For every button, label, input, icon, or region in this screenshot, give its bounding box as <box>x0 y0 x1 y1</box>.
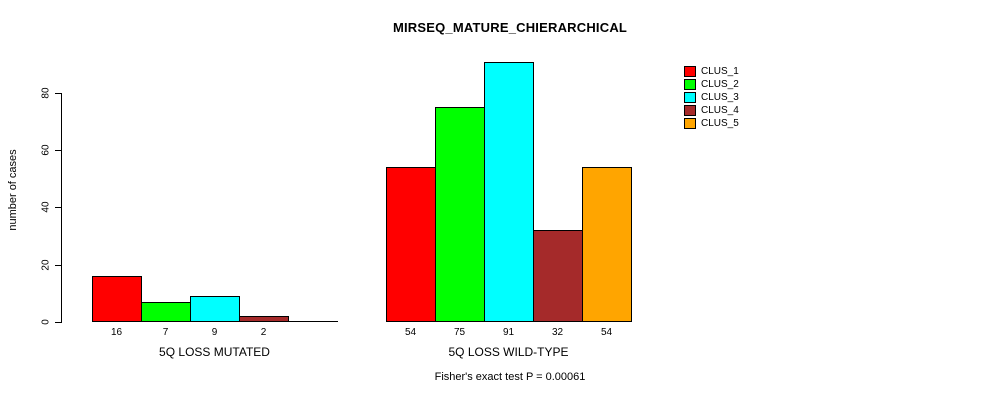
y-axis-tick-label: 80 <box>40 87 52 99</box>
legend-item: CLUS_4 <box>684 104 739 117</box>
y-axis-tick <box>55 207 61 208</box>
bar <box>386 167 436 322</box>
bar-value-label: 54 <box>600 327 613 338</box>
bar-value-label: 91 <box>502 327 515 338</box>
legend-swatch-icon <box>684 92 696 103</box>
bar <box>92 276 142 322</box>
y-axis-tick <box>55 322 61 323</box>
bar <box>435 107 485 322</box>
y-axis-tick <box>55 265 61 266</box>
y-axis-tick <box>55 150 61 151</box>
bar <box>239 316 289 322</box>
y-axis-tick-label: 20 <box>40 259 52 271</box>
legend-item: CLUS_5 <box>684 117 739 130</box>
legend-label: CLUS_5 <box>701 118 739 129</box>
y-axis-tick-label: 40 <box>40 201 52 213</box>
bar <box>141 302 191 322</box>
group-label: 5Q LOSS MUTATED <box>159 345 270 359</box>
bar-value-label: 75 <box>453 327 466 338</box>
y-axis-line <box>61 93 62 323</box>
legend-label: CLUS_1 <box>701 66 739 77</box>
y-axis-tick <box>55 93 61 94</box>
legend-label: CLUS_2 <box>701 79 739 90</box>
bar-value-label: 2 <box>260 327 267 338</box>
bar-zero-height <box>288 321 338 322</box>
bar <box>190 296 240 322</box>
bar <box>533 230 583 322</box>
legend-item: CLUS_1 <box>684 65 739 78</box>
bar-value-label: 54 <box>404 327 417 338</box>
bar-value-label: 7 <box>162 327 169 338</box>
bar-value-label: 32 <box>551 327 564 338</box>
legend-swatch-icon <box>684 79 696 90</box>
y-axis-tick-label: 0 <box>40 319 52 325</box>
legend-item: CLUS_3 <box>684 91 739 104</box>
group-label: 5Q LOSS WILD-TYPE <box>448 345 569 359</box>
legend-swatch-icon <box>684 118 696 129</box>
bar-value-label: 16 <box>110 327 123 338</box>
bar-value-label: 9 <box>211 327 218 338</box>
y-axis-label: number of cases <box>7 149 19 231</box>
legend-item: CLUS_2 <box>684 78 739 91</box>
legend-swatch-icon <box>684 66 696 77</box>
bar <box>484 62 534 322</box>
legend-label: CLUS_4 <box>701 105 739 116</box>
y-axis-tick-label: 60 <box>40 144 52 156</box>
footer-annotation: Fisher's exact test P = 0.00061 <box>434 371 586 383</box>
chart-title: MIRSEQ_MATURE_CHIERARCHICAL <box>392 20 628 35</box>
legend-swatch-icon <box>684 105 696 116</box>
legend-label: CLUS_3 <box>701 92 739 103</box>
bar <box>582 167 632 322</box>
